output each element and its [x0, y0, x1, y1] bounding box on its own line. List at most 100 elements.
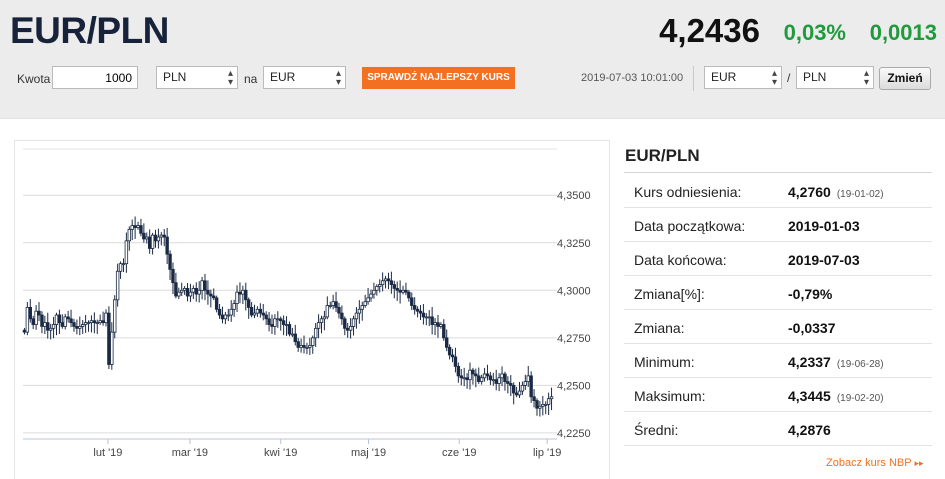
candle-body	[264, 314, 268, 320]
stats-value: 2019-01-03	[788, 218, 860, 234]
candle-body	[345, 327, 350, 331]
stats-date: (19-02-20)	[836, 393, 884, 404]
pair-base-select[interactable]: EUR ▴ ▾	[704, 66, 782, 89]
candle-body	[98, 320, 102, 324]
candle-body	[284, 324, 289, 326]
candle-body	[165, 236, 169, 255]
candle-body	[252, 312, 257, 316]
header-bar: EUR/PLN 4,2436 0,03% 0,0013 Kwota PLN ▴▾…	[0, 0, 945, 118]
change-pair-button[interactable]: Zmień	[879, 67, 931, 90]
candle-body	[479, 377, 484, 382]
candle-body	[92, 320, 97, 324]
candle-body	[360, 305, 364, 310]
candle-body	[145, 236, 149, 240]
stats-label: Minimum:	[634, 354, 695, 370]
candle-body	[104, 312, 108, 324]
from-currency-select[interactable]: PLN ▴ ▾	[156, 66, 238, 89]
candle-body	[430, 316, 434, 325]
candle-body	[500, 373, 504, 379]
candle-body	[153, 234, 158, 242]
candle-body	[322, 316, 327, 320]
candle-body	[72, 322, 76, 327]
stats-row-change: Zmiana: -0,0337	[624, 310, 932, 344]
na-label: na	[244, 72, 258, 86]
candle-body	[66, 316, 70, 320]
candle-body	[83, 322, 88, 325]
candle-body	[477, 375, 481, 382]
updown-arrow-icon: ▴ ▾	[227, 68, 233, 88]
candle-body	[156, 236, 161, 242]
candle-body	[182, 287, 187, 291]
updown-arrow-icon: ▴ ▾	[771, 68, 777, 88]
candle-body	[450, 354, 455, 358]
candle-body	[142, 232, 146, 240]
candle-body	[348, 326, 353, 331]
amount-input[interactable]	[52, 66, 138, 89]
candle-body	[258, 308, 263, 314]
candle-body	[212, 295, 216, 299]
stats-label: Data końcowa:	[634, 252, 727, 268]
candle-body	[281, 320, 286, 325]
x-tick-label: mar '19	[172, 447, 208, 459]
candle-body	[28, 307, 32, 320]
candle-body	[313, 327, 318, 339]
check-best-rate-button[interactable]: SPRAWDŹ NAJLEPSZY KURS	[362, 67, 515, 89]
stats-value: 4,3445 (19-02-20)	[788, 388, 884, 404]
stats-value: 2019-07-03	[788, 252, 860, 268]
candle-body	[244, 289, 248, 301]
updown-arrow-icon: ▴ ▾	[335, 68, 341, 88]
candle-body	[174, 282, 178, 297]
candle-body	[305, 346, 309, 349]
candle-body	[544, 403, 548, 406]
x-tick-label: maj '19	[351, 447, 386, 459]
candle-body	[465, 377, 469, 381]
candle-body	[249, 307, 254, 316]
candle-body	[523, 381, 528, 386]
candle-body	[133, 225, 137, 228]
candle-body	[532, 396, 536, 401]
candle-body	[375, 286, 379, 291]
candle-body	[389, 280, 394, 285]
content-panel	[0, 118, 945, 479]
y-tick-label: 4,3500	[557, 190, 591, 202]
candle-body	[337, 307, 341, 314]
candle-body	[442, 324, 446, 339]
to-currency-value: EUR	[270, 70, 296, 84]
candle-body	[46, 322, 50, 331]
candle-body	[48, 327, 53, 331]
candle-body	[517, 390, 522, 396]
stats-row-reference: Kurs odniesienia: 4,2760 (19-01-02)	[624, 174, 932, 208]
candle-body	[369, 293, 373, 299]
candle-body	[267, 318, 271, 325]
candle-body	[241, 289, 245, 295]
candle-body	[497, 377, 501, 384]
candle-body	[351, 318, 356, 327]
candle-body	[506, 381, 510, 384]
candle-body	[37, 310, 41, 316]
candle-body	[159, 234, 164, 238]
nbp-rate-link[interactable]: Zobacz kurs NBP ▸▸	[826, 457, 924, 469]
candle-body	[471, 369, 475, 375]
candle-body	[110, 331, 114, 365]
x-tick-label: kwi '19	[264, 447, 297, 459]
candle-body	[378, 284, 382, 287]
pair-quote-value: PLN	[803, 70, 827, 84]
candle-body	[223, 314, 228, 320]
to-currency-select[interactable]: EUR ▴ ▾	[263, 66, 346, 89]
candle-body	[439, 324, 443, 327]
candle-body	[194, 287, 198, 295]
stats-label: Maksimum:	[634, 388, 706, 404]
pair-quote-select[interactable]: PLN ▴ ▾	[796, 66, 874, 89]
candle-body	[410, 297, 414, 306]
candle-body	[86, 322, 91, 325]
stats-label: Kurs odniesienia:	[634, 184, 742, 200]
candle-body	[118, 263, 123, 272]
candle-body	[226, 314, 231, 317]
candle-body	[107, 312, 111, 365]
page-title: EUR/PLN	[10, 10, 169, 51]
stats-row-average: Średni: 4,2876	[624, 412, 932, 446]
candle-body	[436, 322, 440, 327]
candle-body	[395, 287, 399, 291]
y-tick-label: 4,2750	[557, 333, 591, 345]
double-chevron-right-icon: ▸▸	[914, 458, 924, 468]
